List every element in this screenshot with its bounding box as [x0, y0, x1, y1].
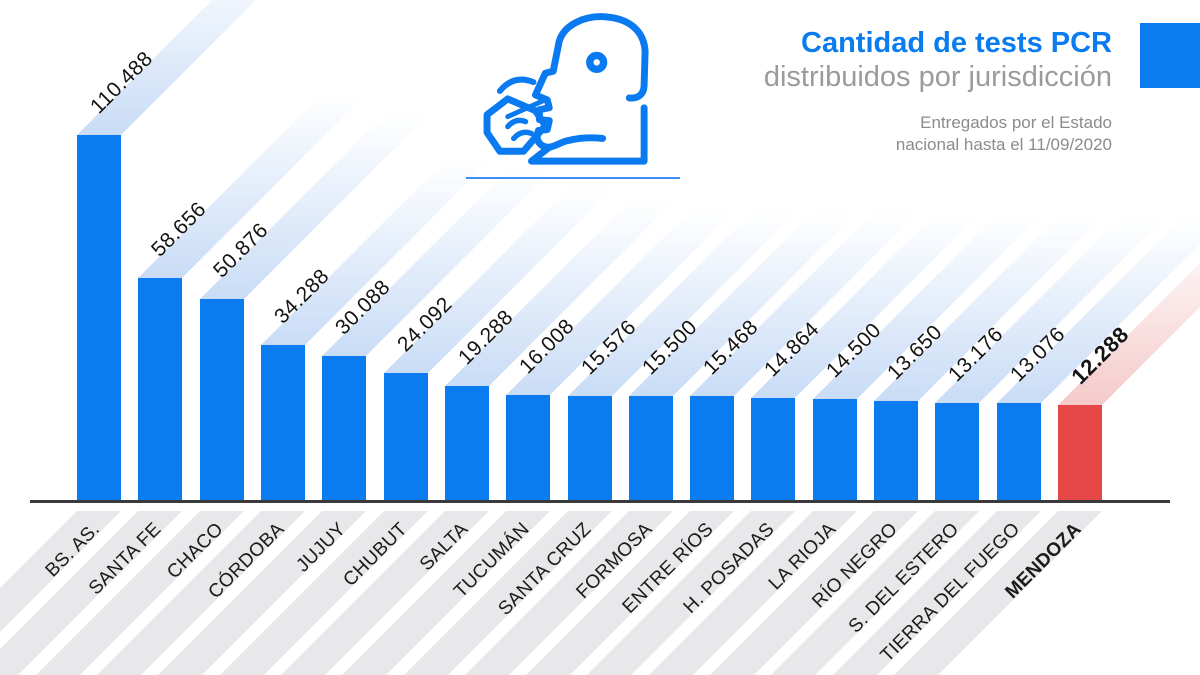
- chart-header: Cantidad de tests PCR distribuidos por j…: [764, 26, 1112, 156]
- bar: [383, 372, 428, 502]
- nasal-swab-test-icon: [462, 8, 680, 172]
- chart-note: Entregados por el Estado nacional hasta …: [764, 112, 1112, 156]
- bar: [506, 394, 551, 502]
- bar: [444, 385, 489, 502]
- chart-note-line1: Entregados por el Estado: [920, 113, 1112, 132]
- icon-underline: [466, 177, 680, 179]
- bar: [751, 398, 796, 502]
- bar: [260, 344, 305, 502]
- brand-square: [1140, 23, 1200, 88]
- bar: [567, 396, 612, 502]
- bar: [812, 399, 857, 502]
- bar: [322, 356, 367, 502]
- bar: [628, 396, 673, 502]
- bar: [77, 135, 121, 502]
- bar-mendoza-highlight: [1058, 405, 1102, 502]
- chart-note-line2: nacional hasta el 11/09/2020: [895, 135, 1112, 154]
- bar: [690, 396, 735, 502]
- bar: [138, 277, 183, 502]
- x-axis-line: [30, 500, 1170, 503]
- bar-ribbon: [77, 0, 331, 136]
- bar: [996, 403, 1041, 502]
- chart-title: Cantidad de tests PCR: [801, 27, 1112, 59]
- chart-subtitle-line: distribuidos por jurisdicción: [763, 61, 1112, 93]
- bar: [935, 402, 980, 502]
- bar: [874, 401, 919, 502]
- bar: [199, 299, 244, 502]
